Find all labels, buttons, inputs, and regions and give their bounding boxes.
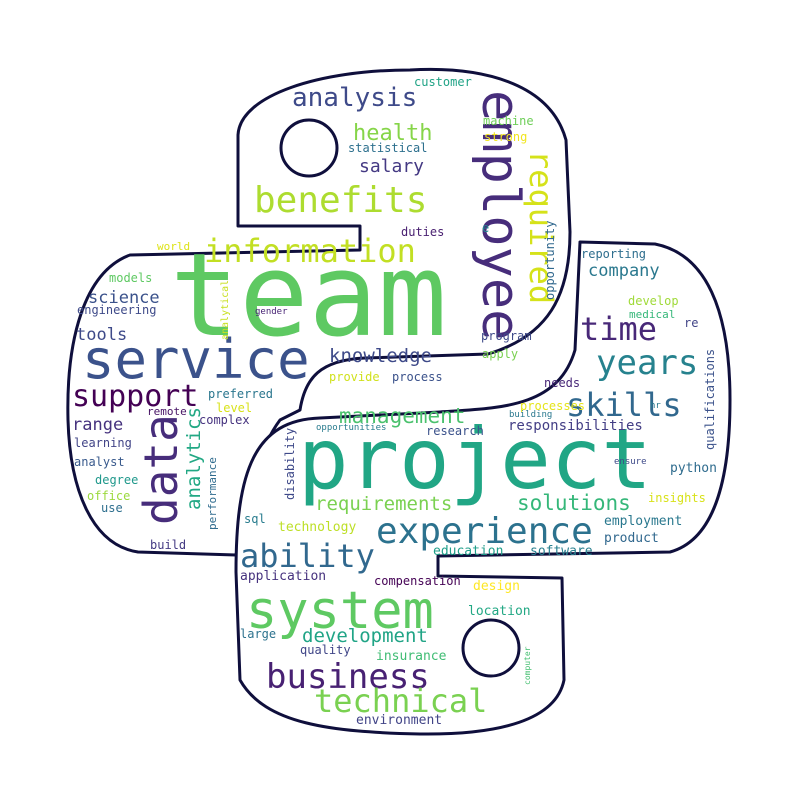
word-hr: hr — [650, 401, 661, 411]
python-logo-outline — [66, 67, 732, 736]
word-program: program — [481, 329, 532, 343]
word-complex: complex — [199, 413, 250, 427]
word-degree: degree — [95, 473, 138, 487]
word-python: python — [670, 461, 717, 476]
word-team: team — [170, 229, 447, 363]
word-performance: performance — [206, 457, 219, 530]
word-data: data — [134, 414, 188, 525]
word-level: level — [216, 401, 252, 415]
word-experience: experience — [376, 511, 593, 552]
word-process: process — [392, 370, 443, 384]
word-strong: strong — [484, 130, 527, 144]
word-required: required — [522, 150, 560, 304]
words-layer: team project service employee system data expe… — [72, 75, 717, 728]
word-location: location — [468, 604, 531, 619]
word-gender: gender — [255, 307, 288, 317]
word-application: application — [240, 569, 326, 584]
word-sql: sql — [244, 512, 266, 526]
word-develop: develop — [628, 294, 679, 308]
word-service: service — [82, 328, 310, 391]
word-ensure: ensure — [614, 457, 647, 467]
word-learning: learning — [74, 436, 132, 450]
word-system: system — [246, 581, 434, 641]
word-machine: machine — [483, 114, 534, 128]
word-science: science — [88, 288, 160, 308]
word-employment: employment — [604, 514, 682, 529]
word-employee: employee — [470, 90, 530, 340]
word-computer: computer — [523, 646, 532, 685]
word-insights: insights — [648, 491, 706, 505]
word-time: time — [580, 310, 657, 348]
word-remote: remote — [147, 405, 187, 418]
word-responsibilities: responsibilities — [508, 418, 643, 434]
word-quality: quality — [300, 643, 351, 657]
word-needs: needs — [544, 376, 580, 390]
word-ability: ability — [240, 537, 375, 575]
word-technology: technology — [278, 520, 356, 535]
word-duties: duties — [401, 225, 444, 239]
word-models: models — [109, 271, 152, 285]
word-processes: processes — [520, 399, 585, 413]
word-medical: medical — [629, 308, 675, 321]
word-tools: tools — [76, 325, 127, 345]
word-years: years — [596, 343, 698, 383]
word-project: project — [298, 410, 652, 508]
lower-snake-shape — [234, 240, 732, 736]
word-company: company — [588, 261, 660, 281]
word-information: information — [204, 232, 416, 270]
word-world: world — [157, 240, 190, 253]
word-support: support — [72, 379, 198, 414]
word-health: health — [353, 121, 432, 146]
word-business: business — [266, 657, 430, 697]
word-qualifications: qualifications — [703, 349, 717, 450]
word-environment: environment — [356, 713, 442, 728]
word-disability: disability — [283, 428, 297, 500]
word-engineering: engineering — [77, 303, 156, 317]
word-education: education — [433, 544, 503, 559]
word-range: range — [72, 415, 123, 435]
lower-eye-hole — [461, 618, 521, 678]
word-management: management — [339, 404, 465, 428]
word-analysis: analysis — [292, 83, 417, 113]
word-reporting: reporting — [581, 247, 646, 261]
word-benefits: benefits — [254, 180, 427, 221]
word-research: research — [426, 424, 484, 438]
word-compensation: compensation — [374, 574, 461, 588]
word-building: building — [509, 410, 552, 420]
word-insurance: insurance — [376, 649, 447, 664]
word-requirements: requirements — [315, 493, 452, 515]
word-office: office — [87, 489, 130, 503]
word-development: development — [302, 625, 428, 647]
word-large: large — [240, 627, 276, 641]
word-use: use — [101, 501, 123, 515]
word-opportunity: opportunity — [543, 221, 557, 300]
word-e: e — [482, 221, 489, 235]
word-product: product — [604, 531, 659, 546]
word-solutions: solutions — [517, 491, 631, 515]
word-preferred: preferred — [208, 387, 273, 401]
word-salary: salary — [359, 156, 424, 177]
word-opportunities: opportunities — [316, 423, 386, 433]
upper-eye-hole — [279, 118, 339, 178]
word-skills: skills — [566, 386, 682, 424]
word-provide: provide — [329, 370, 380, 384]
word-analytics: analytics — [183, 407, 205, 510]
word-apply: apply — [482, 347, 518, 361]
word-analyst: analyst — [74, 455, 125, 469]
word-analytical: analytical — [220, 280, 231, 340]
word-build: build — [150, 538, 186, 552]
word-software: software — [530, 544, 593, 559]
word-knowledge: knowledge — [329, 345, 432, 367]
word-statistical: statistical — [348, 141, 427, 155]
word-design: design — [473, 579, 520, 594]
word-customer: customer — [414, 75, 472, 89]
word-technical: technical — [314, 682, 487, 720]
word-re: re — [684, 316, 698, 330]
